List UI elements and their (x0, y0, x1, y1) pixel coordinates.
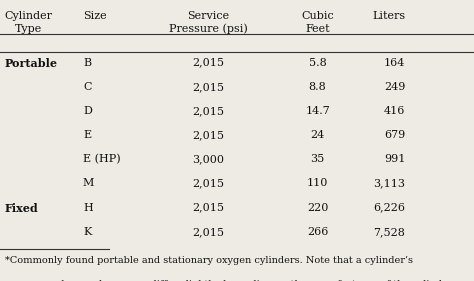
Text: D: D (83, 106, 92, 116)
Text: E: E (83, 130, 91, 140)
Text: 416: 416 (384, 106, 405, 116)
Text: K: K (83, 227, 91, 237)
Text: 2,015: 2,015 (192, 203, 225, 213)
Text: 35: 35 (310, 154, 325, 164)
Text: 8.8: 8.8 (309, 82, 327, 92)
Text: M: M (83, 178, 94, 189)
Text: 7,528: 7,528 (374, 227, 405, 237)
Text: compressed gas volume may differ slightly depending on the manufacturer of the c: compressed gas volume may differ slightl… (5, 280, 454, 281)
Text: 679: 679 (384, 130, 405, 140)
Text: 3,000: 3,000 (192, 154, 225, 164)
Text: Size: Size (83, 11, 107, 21)
Text: 249: 249 (384, 82, 405, 92)
Text: B: B (83, 58, 91, 68)
Text: 991: 991 (384, 154, 405, 164)
Text: H: H (83, 203, 93, 213)
Text: 5.8: 5.8 (309, 58, 327, 68)
Text: 2,015: 2,015 (192, 227, 225, 237)
Text: 6,226: 6,226 (373, 203, 405, 213)
Text: 2,015: 2,015 (192, 82, 225, 92)
Text: 24: 24 (310, 130, 325, 140)
Text: 14.7: 14.7 (305, 106, 330, 116)
Text: Liters: Liters (372, 11, 405, 21)
Text: Cubic
Feet: Cubic Feet (301, 11, 334, 34)
Text: 2,015: 2,015 (192, 58, 225, 68)
Text: Fixed: Fixed (5, 203, 38, 214)
Text: *Commonly found portable and stationary oxygen cylinders. Note that a cylinder’s: *Commonly found portable and stationary … (5, 256, 413, 265)
Text: 2,015: 2,015 (192, 178, 225, 189)
Text: 266: 266 (307, 227, 328, 237)
Text: E (HP): E (HP) (83, 154, 120, 165)
Text: 220: 220 (307, 203, 328, 213)
Text: 2,015: 2,015 (192, 130, 225, 140)
Text: 2,015: 2,015 (192, 106, 225, 116)
Text: 164: 164 (384, 58, 405, 68)
Text: 3,113: 3,113 (373, 178, 405, 189)
Text: Cylinder
Type: Cylinder Type (5, 11, 53, 34)
Text: Service
Pressure (psi): Service Pressure (psi) (169, 11, 248, 34)
Text: 110: 110 (307, 178, 328, 189)
Text: Portable: Portable (5, 58, 58, 69)
Text: C: C (83, 82, 91, 92)
